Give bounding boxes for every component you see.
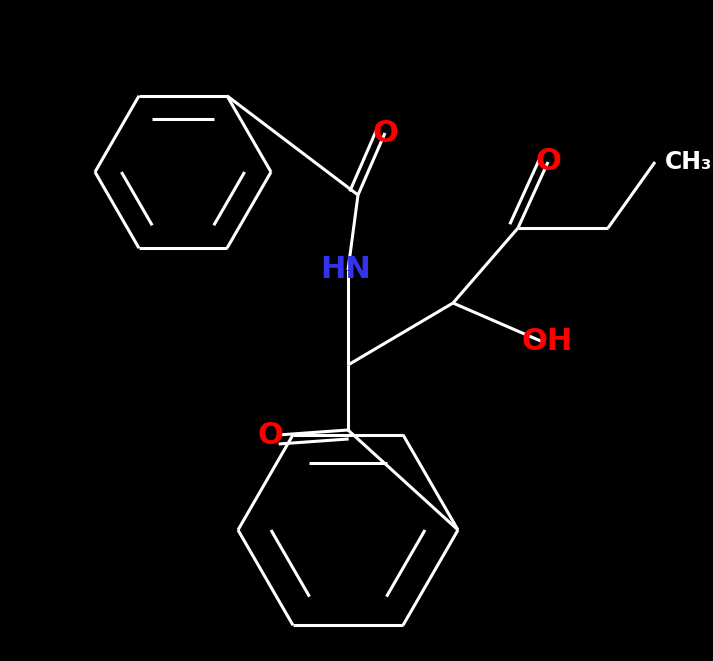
Text: O: O [372, 118, 398, 147]
Text: HN: HN [321, 256, 371, 284]
Text: O: O [257, 420, 283, 449]
Text: OH: OH [521, 327, 573, 356]
Text: CH₃: CH₃ [665, 150, 712, 174]
Text: O: O [535, 147, 561, 176]
